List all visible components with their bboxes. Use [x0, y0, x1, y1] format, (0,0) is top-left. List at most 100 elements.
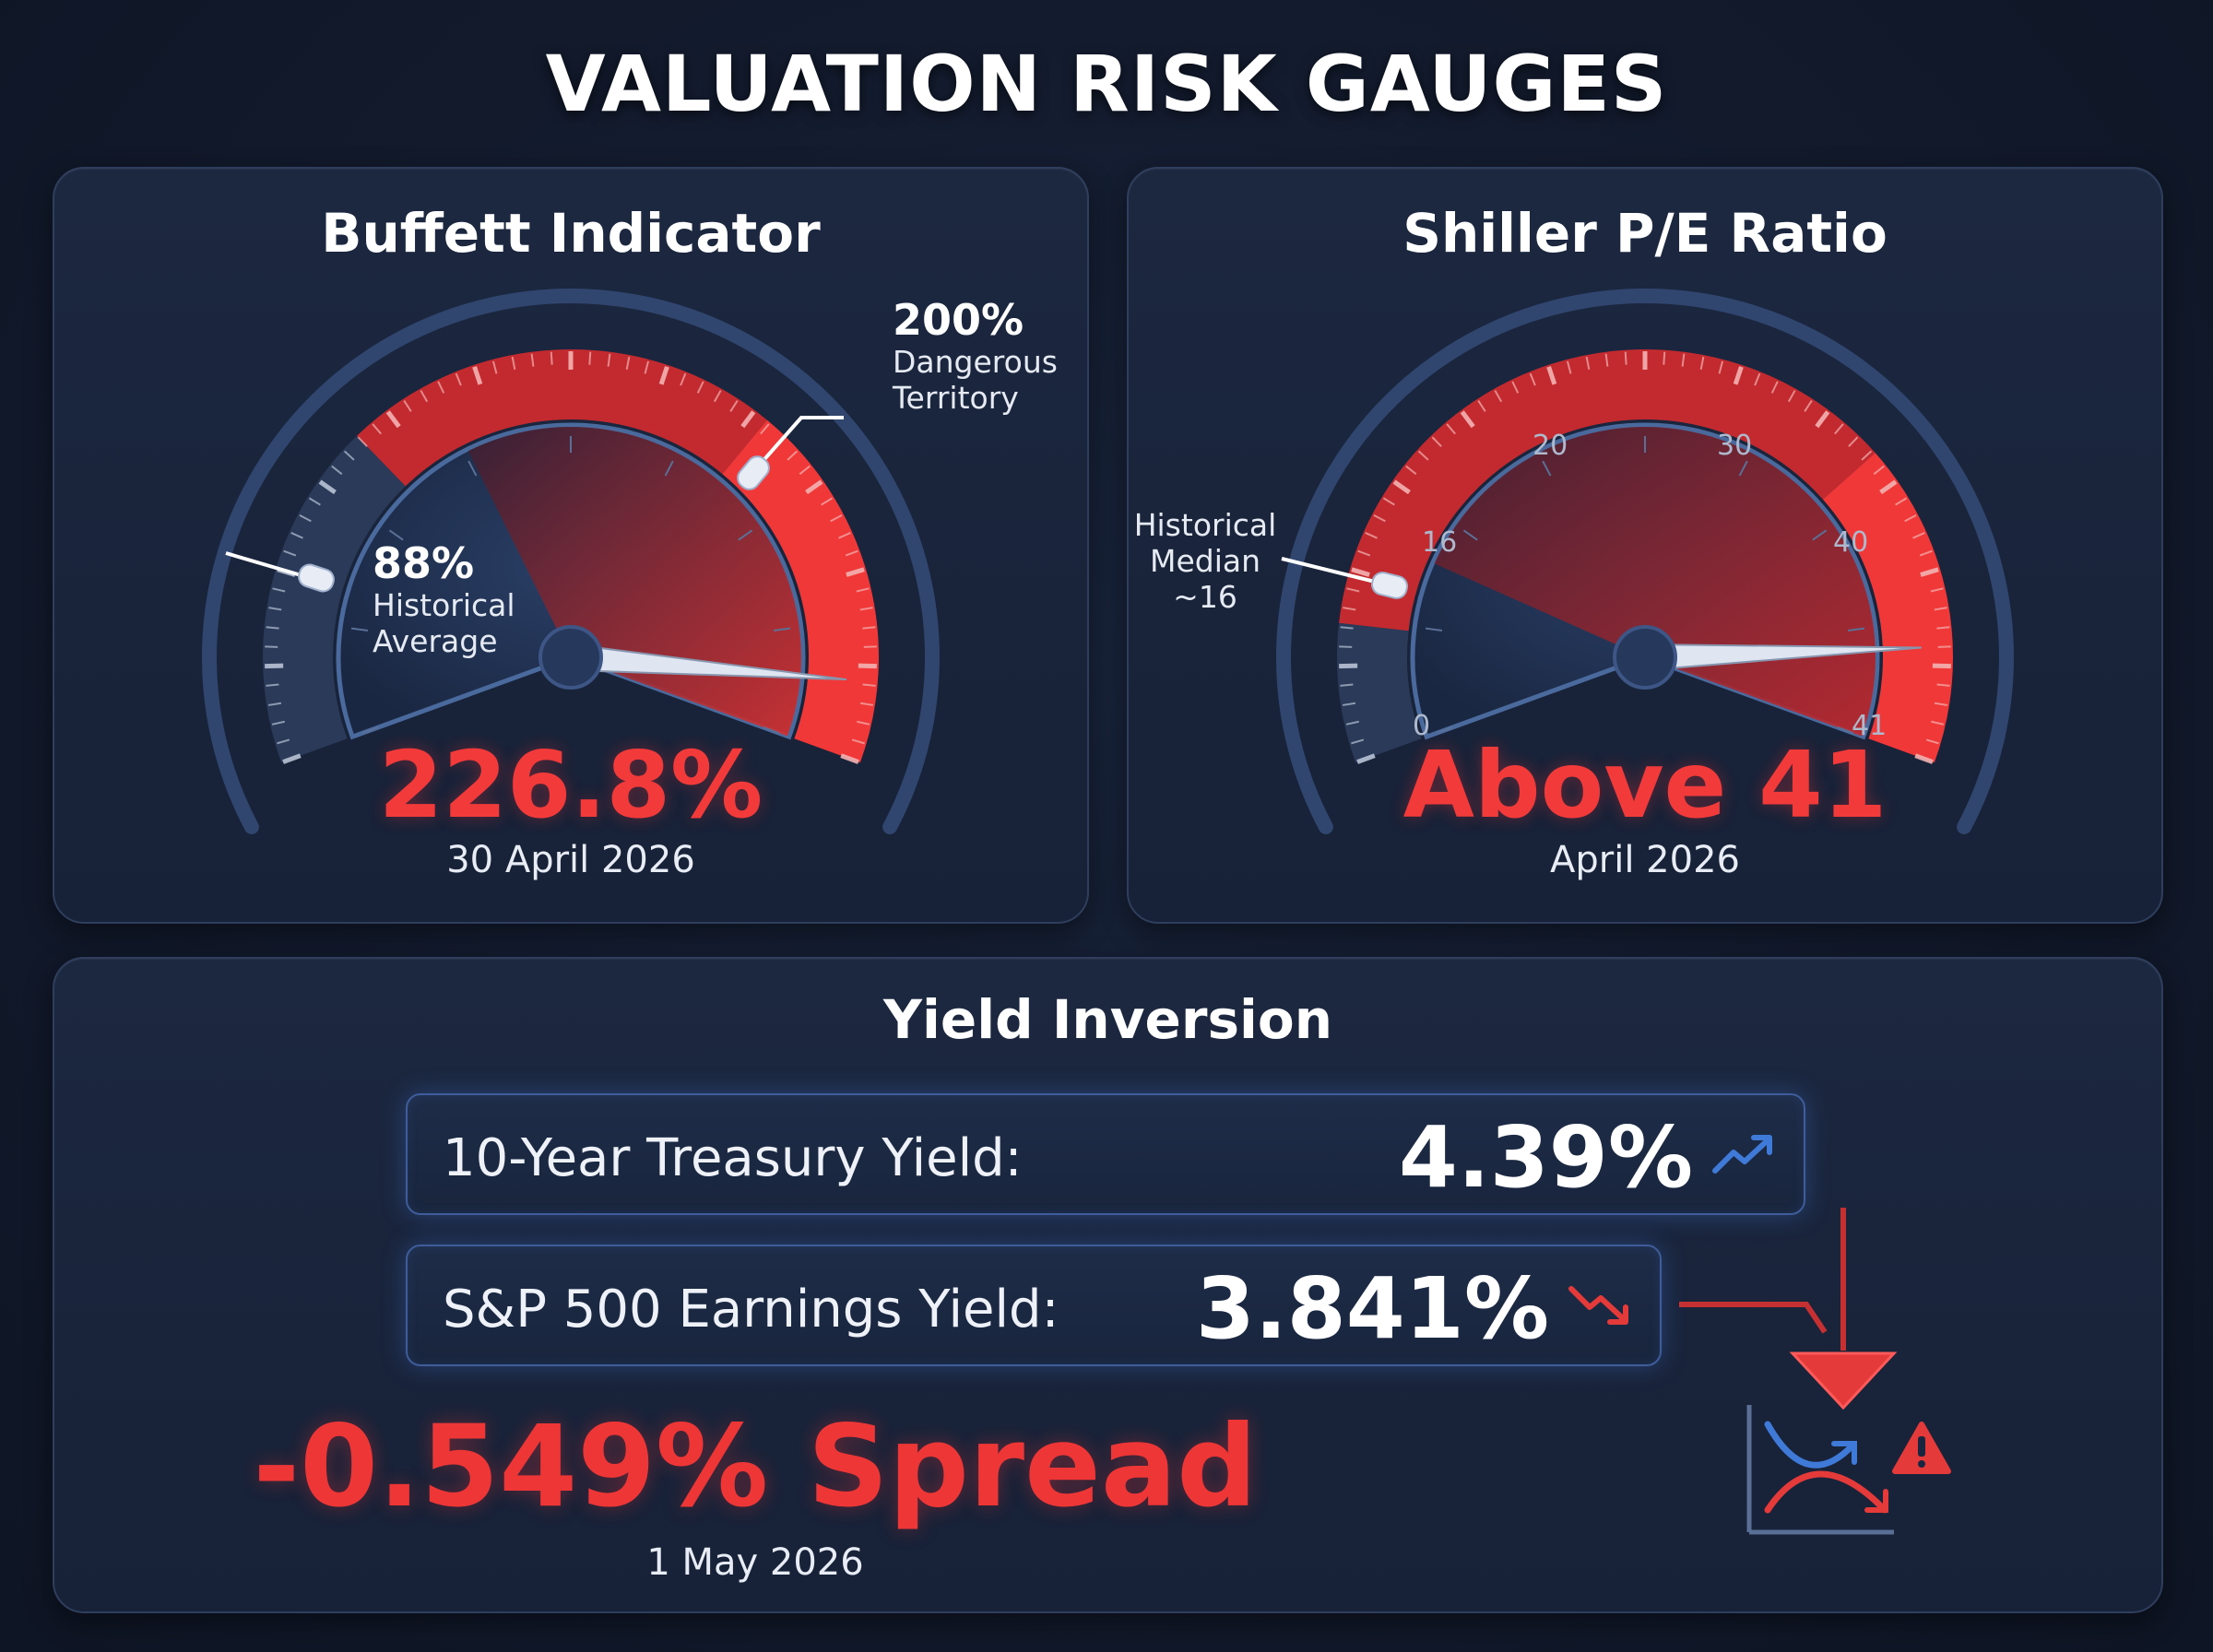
buffett-critical-band	[722, 419, 879, 763]
bf-tick	[644, 360, 650, 374]
shiller-median-marker	[1370, 572, 1409, 599]
sh-tick	[1346, 587, 1360, 593]
buffett-danger-band	[357, 349, 767, 487]
sh-tick	[1340, 683, 1354, 687]
sh-tick	[1663, 351, 1666, 365]
bf-tick	[530, 353, 535, 367]
bf-tick	[550, 351, 553, 365]
buffett-needle-hub	[538, 625, 603, 690]
buffett-indicator-panel: Buffett Indicator	[53, 167, 1089, 924]
sh-tick	[1931, 720, 1945, 726]
sh-face-tick	[1738, 460, 1748, 477]
sh-tick	[1934, 702, 1948, 706]
sh-tick	[1699, 356, 1705, 371]
bf-tick	[282, 753, 302, 764]
sh-tick	[1345, 720, 1359, 726]
sh-tick	[1417, 450, 1429, 461]
sh-tick	[1733, 366, 1744, 385]
sh-tick	[1925, 738, 1939, 745]
shiller-gauge-frame	[1276, 289, 2014, 835]
spread-value: -0.549% Spread	[253, 1401, 1258, 1532]
bf-tick	[799, 465, 811, 476]
sh-tick	[1373, 513, 1386, 523]
buffett-value: 226.8%	[378, 731, 763, 839]
treasury-value: 4.39%	[1398, 1108, 1693, 1207]
bf-tick	[821, 497, 834, 506]
bf-tick	[308, 497, 321, 506]
bf-face-tick	[664, 460, 674, 477]
bf-tick	[862, 626, 876, 630]
bf-tick	[511, 356, 516, 371]
bf-tick	[266, 683, 279, 687]
bf-tick	[713, 390, 722, 403]
sh-tick	[1494, 390, 1503, 403]
buffett-danger-marker	[737, 455, 770, 490]
sh-tick	[1382, 497, 1395, 506]
bf-tick	[331, 465, 343, 476]
sh-tick	[1920, 567, 1939, 577]
sh-tick	[1511, 381, 1520, 394]
bf-tick	[343, 450, 355, 461]
buffett-gauge	[202, 289, 940, 835]
shiller-needle-hub	[1613, 625, 1677, 690]
sh-tick	[1477, 400, 1486, 412]
shiller-scale-30: 30	[1717, 430, 1752, 462]
bf-tick	[403, 400, 412, 412]
buffett-danger-wedge	[467, 426, 802, 737]
bf-tick	[290, 532, 303, 539]
bf-tick	[372, 423, 382, 435]
bf-face-tick	[763, 726, 779, 735]
sh-tick	[1546, 366, 1557, 385]
earnings-yield-box: S&P 500 Earnings Yield: 3.841%	[406, 1245, 1662, 1366]
buffett-title: Buffett Indicator	[321, 202, 821, 265]
shiller-critical-band	[1822, 453, 1953, 763]
bf-tick	[283, 549, 297, 557]
sh-tick	[1342, 702, 1356, 706]
bf-tick	[760, 423, 770, 435]
shiller-title: Shiller P/E Ratio	[1402, 202, 1888, 265]
bf-tick	[862, 683, 876, 687]
bf-tick	[455, 372, 462, 386]
sh-tick	[1339, 663, 1358, 669]
sh-tick	[1879, 479, 1898, 495]
shiller-ticks	[1339, 351, 1951, 764]
shiller-scale-41: 41	[1852, 710, 1887, 742]
sh-tick	[1919, 549, 1933, 557]
sh-tick	[1681, 353, 1686, 367]
shiller-scale-40: 40	[1833, 526, 1868, 559]
sh-tick	[1604, 353, 1609, 367]
bf-tick	[830, 513, 843, 523]
buffett-danger-annotation: 200% Dangerous Territory	[893, 295, 1058, 416]
bf-tick	[318, 479, 337, 495]
bf-tick	[729, 400, 739, 412]
bf-tick	[859, 702, 874, 706]
bf-tick	[857, 720, 870, 726]
sh-tick	[1754, 372, 1761, 386]
bf-tick	[851, 738, 865, 745]
sh-tick	[1895, 497, 1908, 506]
sh-tick	[1357, 549, 1371, 557]
shiller-gauge: 0 16 20 30 40 41	[1276, 289, 2014, 835]
bf-tick	[271, 720, 285, 726]
sh-tick	[1930, 587, 1944, 593]
bf-tick	[658, 366, 669, 385]
sh-tick	[1446, 423, 1456, 435]
sh-tick	[1405, 465, 1417, 476]
sh-tick	[1934, 607, 1947, 611]
shiller-date: April 2026	[1550, 839, 1740, 881]
bf-tick	[696, 381, 704, 394]
inversion-warning-icon	[1746, 1405, 1951, 1535]
bf-face-tick	[738, 529, 753, 541]
page-title: VALUATION RISK GAUGES	[545, 39, 1668, 129]
sh-tick	[1787, 390, 1796, 403]
buffett-avg-annotation: 88% Historical Average	[373, 538, 515, 659]
shiller-scale-0: 0	[1413, 710, 1430, 742]
buffett-danger-leader	[751, 416, 844, 475]
sh-tick	[1365, 532, 1378, 539]
earnings-value: 3.841%	[1195, 1259, 1549, 1358]
sh-tick	[1873, 465, 1885, 476]
sh-tick	[1529, 372, 1536, 386]
sh-tick	[1936, 626, 1950, 630]
sh-tick	[1392, 479, 1411, 495]
sh-tick	[1340, 626, 1354, 630]
